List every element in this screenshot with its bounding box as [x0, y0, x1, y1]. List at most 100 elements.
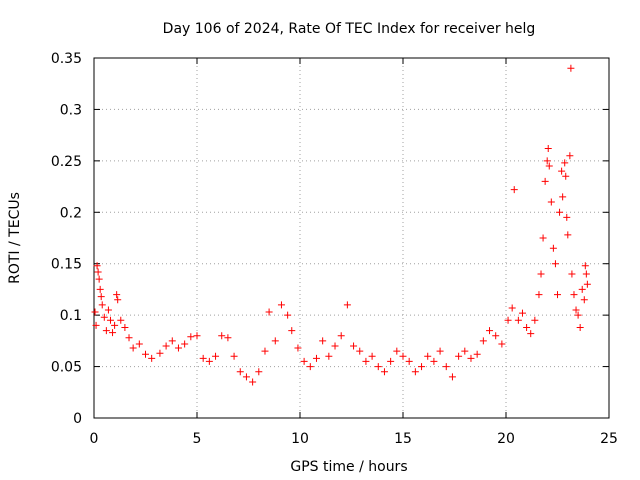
- data-point: [580, 296, 588, 304]
- data-point: [106, 316, 114, 324]
- data-point: [545, 162, 553, 170]
- grid: [94, 58, 609, 418]
- data-point: [100, 313, 108, 321]
- data-point: [288, 327, 296, 335]
- data-point: [294, 344, 302, 352]
- data-point: [312, 354, 320, 362]
- data-point: [559, 193, 567, 201]
- data-point: [129, 344, 137, 352]
- data-point: [455, 352, 463, 360]
- data-point: [337, 332, 345, 340]
- data-point: [563, 213, 571, 221]
- data-point: [567, 64, 575, 72]
- data-point: [181, 340, 189, 348]
- y-tick-label: 0.25: [51, 154, 82, 170]
- data-point: [461, 347, 469, 355]
- data-point: [255, 368, 263, 376]
- data-point: [543, 157, 551, 165]
- data-point: [566, 152, 574, 160]
- data-point: [558, 167, 566, 175]
- data-point: [156, 349, 164, 357]
- data-point: [114, 296, 122, 304]
- data-point: [549, 244, 557, 252]
- data-point: [518, 309, 526, 317]
- data-point: [218, 332, 226, 340]
- data-point: [271, 337, 279, 345]
- data-point: [92, 321, 100, 329]
- data-point: [424, 352, 432, 360]
- data-point: [205, 357, 213, 365]
- chart-title: Day 106 of 2024, Rate Of TEC Index for r…: [163, 21, 536, 37]
- data-point: [319, 337, 327, 345]
- data-point: [510, 186, 518, 194]
- data-point: [98, 301, 106, 309]
- data-point: [578, 285, 586, 293]
- data-point: [162, 342, 170, 350]
- data-point: [582, 270, 590, 278]
- data-point: [561, 159, 569, 167]
- data-point: [430, 357, 438, 365]
- data-point: [570, 291, 578, 299]
- data-point: [300, 357, 308, 365]
- data-point: [374, 363, 382, 371]
- x-axis-label: GPS time / hours: [290, 459, 407, 475]
- data-point: [117, 316, 125, 324]
- data-point: [350, 342, 358, 350]
- data-point: [527, 330, 535, 338]
- y-tick-label: 0.35: [51, 51, 82, 67]
- data-point: [261, 347, 269, 355]
- data-point: [230, 352, 238, 360]
- data-point: [97, 293, 105, 301]
- data-point: [562, 172, 570, 180]
- data-point: [236, 368, 244, 376]
- data-point: [551, 260, 559, 268]
- data-point: [111, 321, 119, 329]
- x-tick-label: 5: [193, 431, 202, 447]
- y-tick-label: 0: [73, 411, 82, 427]
- data-point: [574, 311, 582, 319]
- data-point: [531, 316, 539, 324]
- data-point: [224, 334, 232, 342]
- data-point: [436, 347, 444, 355]
- data-point: [492, 332, 500, 340]
- data-point: [91, 308, 99, 316]
- data-point: [442, 363, 450, 371]
- data-point: [96, 285, 104, 293]
- x-tick-label: 0: [90, 431, 99, 447]
- x-tick-label: 10: [291, 431, 309, 447]
- data-point: [356, 347, 364, 355]
- data-point: [498, 340, 506, 348]
- data-markers: [91, 64, 591, 386]
- data-point: [380, 368, 388, 376]
- data-point: [541, 177, 549, 185]
- data-point: [583, 280, 591, 288]
- x-tick-label: 20: [497, 431, 515, 447]
- data-point: [387, 357, 395, 365]
- data-point: [537, 270, 545, 278]
- data-point: [368, 352, 376, 360]
- data-point: [486, 327, 494, 335]
- data-point: [249, 378, 257, 386]
- data-point: [135, 340, 143, 348]
- y-tick-label: 0.2: [60, 205, 82, 221]
- data-point: [104, 306, 112, 314]
- data-point: [547, 198, 555, 206]
- data-point: [95, 275, 103, 283]
- data-point: [168, 337, 176, 345]
- data-point: [399, 352, 407, 360]
- data-point: [479, 337, 487, 345]
- data-point: [572, 306, 580, 314]
- data-point: [199, 354, 207, 362]
- data-point: [121, 323, 129, 331]
- data-point: [265, 308, 273, 316]
- data-point: [568, 270, 576, 278]
- data-point: [448, 373, 456, 381]
- data-point: [504, 316, 512, 324]
- x-tick-label: 15: [394, 431, 412, 447]
- axis-ticks: 0 5 10 15 20 25 0 0.05 0.1 0.15 0.2 0.25 0.3 0.35: [51, 51, 618, 447]
- data-point: [362, 357, 370, 365]
- plot-frame: [93, 57, 610, 419]
- data-point: [418, 363, 426, 371]
- data-point: [473, 350, 481, 358]
- data-point: [544, 145, 552, 153]
